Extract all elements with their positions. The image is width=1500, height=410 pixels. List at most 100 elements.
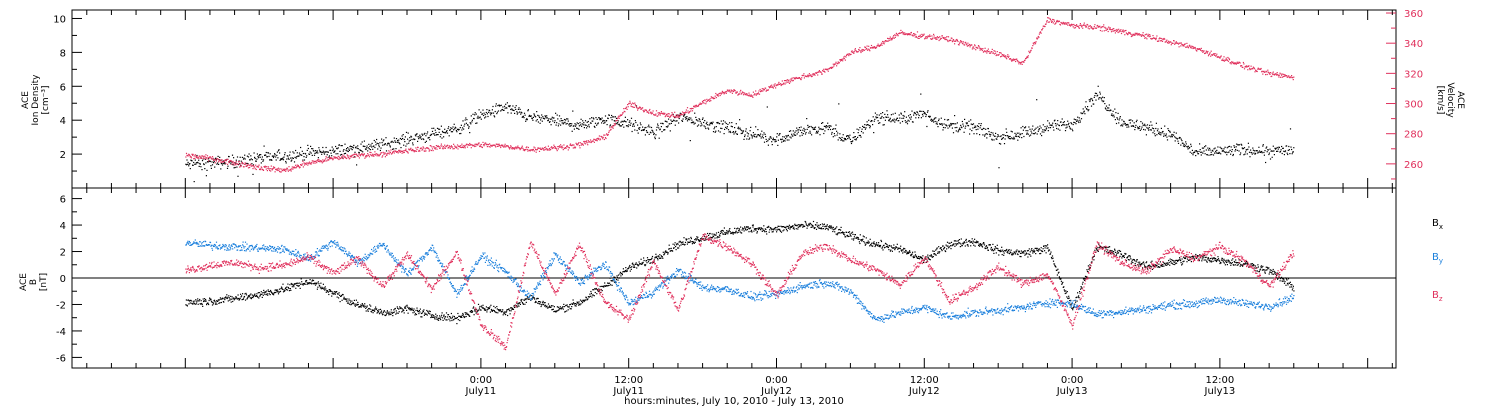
top-series-1-point [832,66,834,69]
top-series-1-point [1199,48,1201,50]
top-series-1-point [1293,76,1295,78]
top-series-1-point [1223,56,1225,58]
top-series-1-point [207,157,209,159]
bottom-series-0-point [515,305,518,307]
top-series-0-point [987,128,989,130]
top-series-0-point [230,163,232,165]
top-series-1-point [1041,29,1043,31]
bottom-series-0-point [255,295,257,297]
top-series-1-point [1177,43,1180,45]
top-series-1-point [1151,37,1154,40]
top-series-0-point [1175,132,1177,134]
top-series-1-point [293,167,295,169]
top-series-0-point [951,127,953,129]
top-series-1-point [639,106,641,108]
top-series-0-point [244,154,246,156]
top-series-0-point [694,122,696,124]
top-series-1-point [1102,26,1104,28]
top-series-1-point [1271,75,1273,77]
top-series-1-point [1248,67,1251,69]
top-series-0-point [227,165,229,167]
top-series-1-point [1130,33,1132,35]
bottom-series-0-point [225,297,227,299]
bottom-series-0-point [369,304,371,306]
top-series-1-point [561,145,563,147]
top-series-0-point [1224,146,1226,148]
top-series-1-point [871,47,873,49]
top-series-0-point [1026,133,1028,135]
top-series-0-point [345,149,347,151]
top-series-1-point [1173,40,1175,42]
top-series-1-point [456,144,459,146]
top-series-1-point [751,95,753,97]
top-series-0-point [1286,152,1288,154]
top-series-1-point [887,40,889,42]
top-series-1-point [422,148,424,150]
top-series-1-point [921,33,923,35]
top-series-0-point [348,149,350,151]
top-series-1-point [802,74,804,77]
top-series-1-point [611,127,613,129]
bottom-series-0-point [270,289,272,292]
top-series-0-point [231,154,234,156]
bottom-series-0-point [473,314,475,316]
top-series-1-point [1280,73,1282,75]
top-series-0-point [425,140,427,142]
top-series-1-point [966,44,968,46]
top-series-0-point [262,159,265,161]
top-series-1-point [583,140,585,143]
top-series-1-point [352,154,354,156]
top-series-0-point [477,115,479,117]
top-series-0-point [1257,152,1259,154]
bottom-series-0-point [474,309,476,311]
top-series-0-point [389,146,391,148]
top-series-0-point [643,129,645,131]
top-series-0-point [493,115,495,117]
top-series-0-point [926,111,929,113]
top-series-0-point [316,151,318,153]
top-series-0-point [522,115,524,117]
top-series-0-point [459,127,461,129]
top-series-0-point [433,127,435,129]
top-series-1-point [882,42,884,44]
top-series-0-point [1001,137,1003,139]
top-series-1-point [243,166,245,168]
top-series-1-point [1165,40,1167,42]
top-series-1-point [232,160,234,162]
top-series-0-point [292,157,294,159]
top-series-0-point [1108,104,1110,106]
top-series-1-point [418,150,420,152]
bottom-series-0-point [510,310,512,312]
top-series-0-point [1060,121,1062,123]
top-series-1-point [231,163,233,165]
top-series-1-point [1156,35,1158,37]
top-series-1-point [425,150,427,152]
top-series-0-point [328,156,330,158]
top-series-0-point [618,123,620,125]
top-series-0-point [634,129,636,131]
top-series-1-point [434,148,436,150]
top-series-0-point [933,121,935,123]
top-series-0-point [757,129,759,131]
bottom-series-0-point [227,296,229,298]
top-series-1-point [255,164,257,166]
top-series-0-point [402,134,404,136]
bottom-series-0-point [240,293,242,295]
top-series-1-point [996,51,998,53]
top-series-1-point [673,116,675,118]
top-series-0-point [888,120,890,122]
top-series-0-point [1168,135,1170,137]
top-series-0-point [323,152,325,154]
top-series-0-point [1169,131,1171,133]
top-series-1-point [548,149,550,151]
top-series-1-point [330,157,332,159]
top-series-1-point [368,154,370,156]
top-series-0-point [1096,95,1098,97]
top-series-1-point [940,37,942,40]
top-series-1-point [998,54,1000,56]
top-series-0-point [204,158,206,160]
top-series-1-point [1190,47,1192,49]
top-series-1-point [504,143,506,145]
top-series-0-point [186,159,188,161]
top-series-1-point [1074,24,1076,27]
